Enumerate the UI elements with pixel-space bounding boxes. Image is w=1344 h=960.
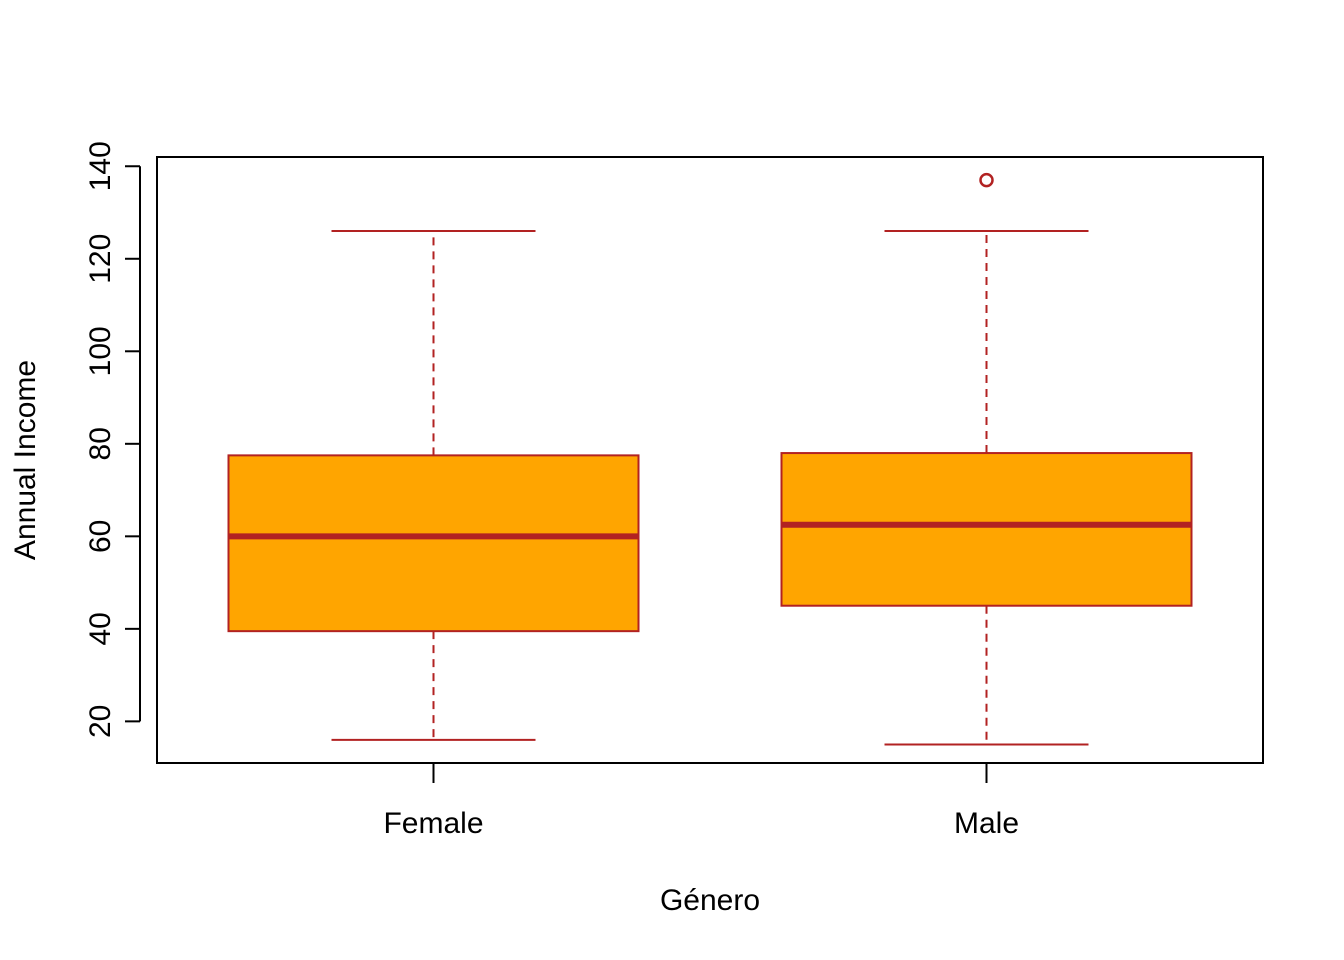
x-axis: Female Male <box>383 763 1019 840</box>
y-tick-label: 100 <box>84 326 117 376</box>
x-axis-label: Género <box>660 884 760 917</box>
y-axis-label: Annual Income <box>9 360 42 560</box>
y-tick-label: 120 <box>84 234 117 284</box>
y-tick-label: 140 <box>84 141 117 191</box>
y-axis: 20 40 60 80 100 120 140 <box>84 141 141 738</box>
y-tick-label: 80 <box>84 427 117 460</box>
outlier-point <box>979 172 994 188</box>
x-tick-label-male: Male <box>954 807 1019 840</box>
box-male <box>780 172 1193 746</box>
iqr-box <box>227 454 640 633</box>
iqr-box <box>780 452 1193 607</box>
plot-frame <box>156 156 1264 764</box>
box-female <box>227 230 640 741</box>
y-tick-label: 20 <box>84 705 117 738</box>
boxes-layer <box>227 172 1193 746</box>
x-tick-label-female: Female <box>383 807 483 840</box>
y-tick-label: 40 <box>84 612 117 645</box>
y-tick-label: 60 <box>84 520 117 553</box>
